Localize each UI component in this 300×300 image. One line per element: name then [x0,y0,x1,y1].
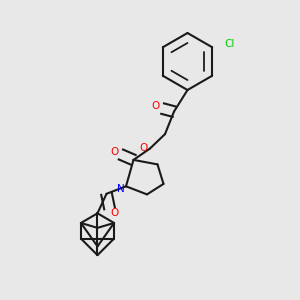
Text: O: O [139,142,148,153]
Text: O: O [152,101,160,111]
Text: N: N [117,184,124,194]
Text: O: O [110,147,118,157]
Text: Cl: Cl [224,39,235,49]
Text: O: O [111,208,119,218]
